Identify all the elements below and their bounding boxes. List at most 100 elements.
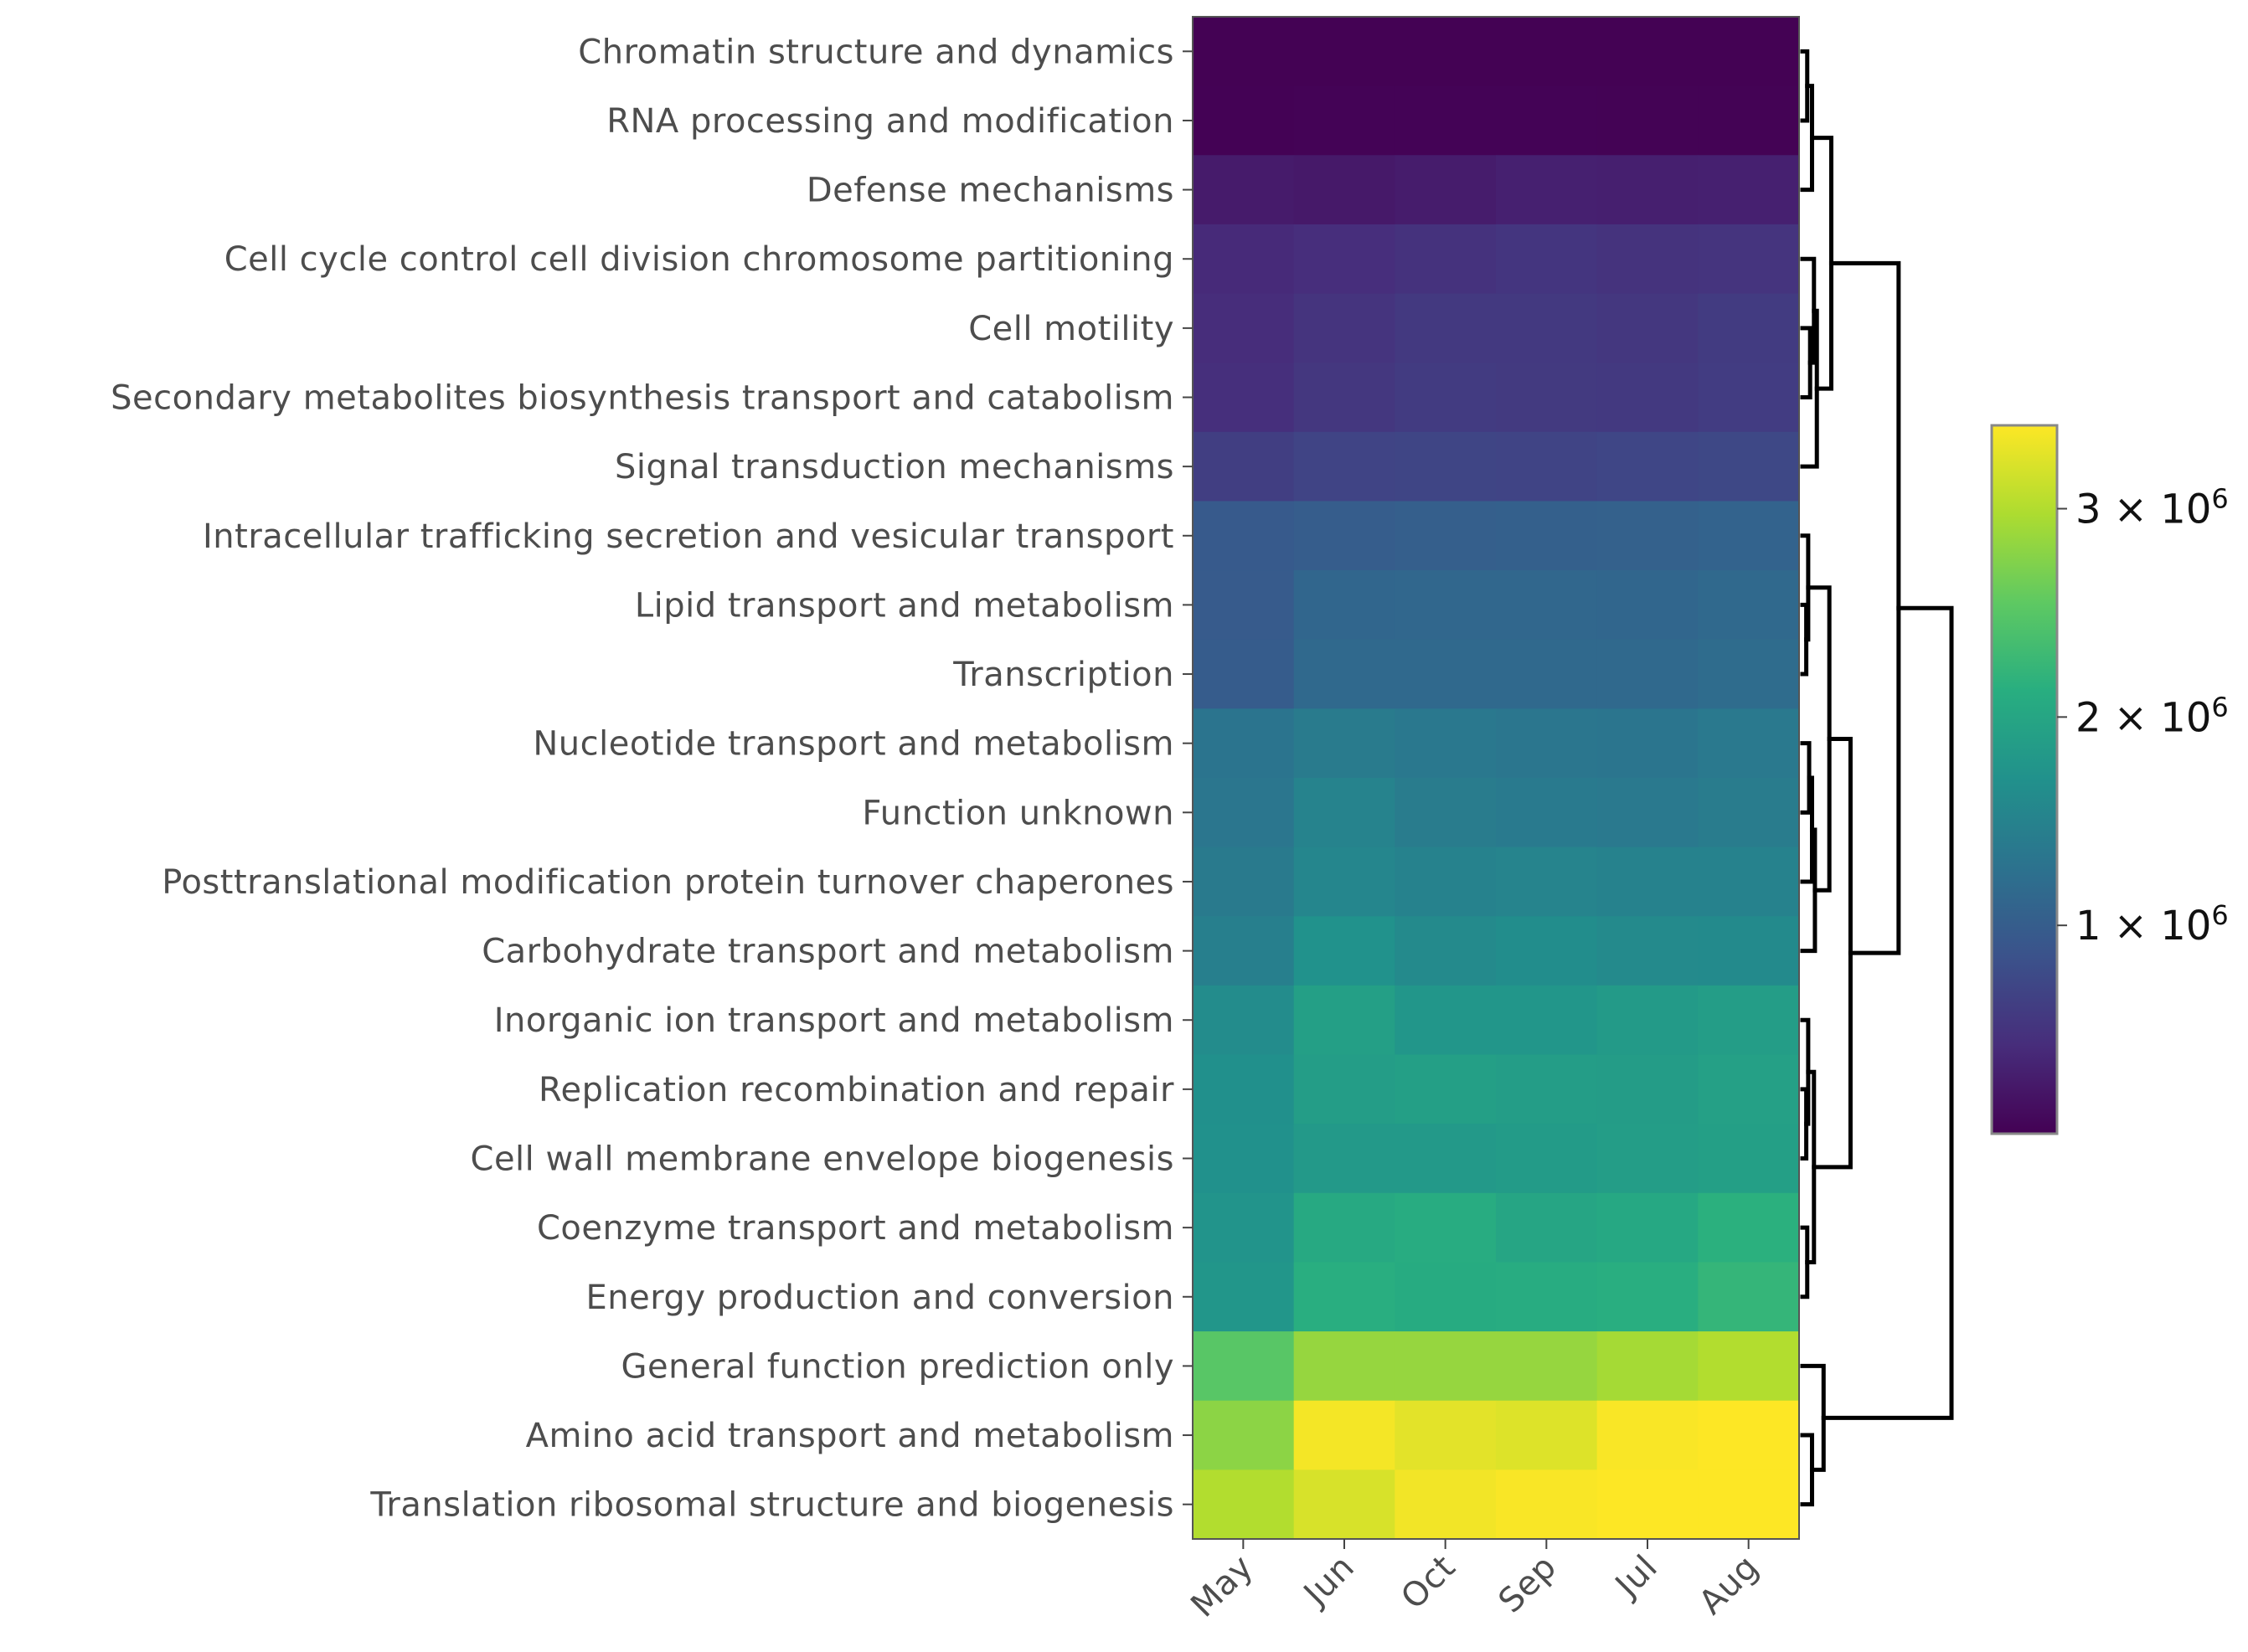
heatmap-cell	[1698, 708, 1800, 779]
heatmap-cell	[1193, 1469, 1295, 1540]
heatmap-cell	[1193, 431, 1295, 502]
heatmap-cell	[1698, 639, 1800, 709]
heatmap-cell	[1293, 708, 1395, 779]
heatmap-cell	[1496, 1331, 1598, 1402]
row-label: Posttranslational modification protein t…	[162, 863, 1174, 902]
heatmap-cell	[1698, 1054, 1800, 1124]
heatmap-cell	[1193, 1192, 1295, 1263]
column-label: May	[1183, 1548, 1261, 1625]
heatmap-cell	[1596, 1262, 1699, 1332]
heatmap-cell	[1596, 916, 1699, 986]
column-label: Aug	[1692, 1548, 1766, 1623]
heatmap-cell	[1193, 17, 1295, 87]
heatmap-cell	[1496, 708, 1598, 779]
heatmap-cell	[1293, 1124, 1395, 1194]
row-label: Translation ribosomal structure and biog…	[369, 1486, 1174, 1525]
heatmap-cell	[1395, 293, 1497, 363]
heatmap-cell	[1293, 847, 1395, 917]
heatmap-cell	[1698, 85, 1800, 156]
row-label: Defense mechanisms	[807, 172, 1174, 210]
heatmap-cell	[1698, 1331, 1800, 1402]
heatmap-cell	[1395, 431, 1497, 502]
heatmap-cell	[1193, 1331, 1295, 1402]
column-label: Jun	[1295, 1548, 1362, 1615]
heatmap-cell	[1496, 570, 1598, 641]
heatmap-cell	[1293, 570, 1395, 641]
heatmap-cell	[1293, 1331, 1395, 1402]
heatmap-cell	[1596, 17, 1699, 87]
heatmap-cell	[1193, 155, 1295, 225]
heatmap-cell	[1193, 1054, 1295, 1124]
heatmap-frame	[1192, 16, 1800, 1540]
heatmap-cell	[1193, 501, 1295, 571]
row-label: Chromatin structure and dynamics	[578, 33, 1174, 71]
colorbar-tick-label: 1 × 106	[2075, 899, 2229, 950]
heatmap-cell	[1496, 1054, 1598, 1124]
heatmap-cells	[1193, 17, 1800, 1540]
colorbar-gradient	[1990, 424, 2059, 1135]
heatmap-cell	[1596, 1054, 1699, 1124]
row-label: Secondary metabolites biosynthesis trans…	[111, 379, 1174, 418]
heatmap-cell	[1698, 1469, 1800, 1540]
column-labels: May Jun Oct Sep Jul Aug	[1183, 1539, 1766, 1625]
heatmap-cell	[1395, 985, 1497, 1056]
heatmap-cell	[1395, 1192, 1497, 1263]
heatmap-cell	[1395, 708, 1497, 779]
row-label: Transcription	[952, 656, 1174, 694]
heatmap-cell	[1596, 85, 1699, 156]
row-label: Nucleotide transport and metabolism	[533, 725, 1174, 764]
heatmap-cell	[1395, 1469, 1497, 1540]
heatmap-cell	[1496, 85, 1598, 156]
heatmap-cell	[1193, 363, 1295, 433]
heatmap-cell	[1395, 1054, 1497, 1124]
heatmap-cell	[1596, 1124, 1699, 1194]
heatmap-cell	[1395, 224, 1497, 295]
heatmap-cell	[1596, 778, 1699, 848]
dendrogram-branch	[1828, 260, 1901, 955]
heatmap-cell	[1596, 431, 1699, 502]
heatmap-cell	[1193, 916, 1295, 986]
heatmap-cell	[1496, 1469, 1598, 1540]
heatmap-cell	[1293, 1262, 1395, 1332]
heatmap-cell	[1698, 224, 1800, 295]
heatmap-cell	[1293, 293, 1395, 363]
column-label: Sep	[1492, 1548, 1565, 1621]
heatmap-cell	[1698, 501, 1800, 571]
heatmap-cell	[1193, 778, 1295, 848]
heatmap-cell	[1596, 847, 1699, 917]
heatmap-cell	[1596, 363, 1699, 433]
row-label: General function prediction only	[621, 1347, 1174, 1386]
heatmap-cell	[1395, 778, 1497, 848]
heatmap-cell	[1193, 847, 1295, 917]
heatmap-cell	[1193, 639, 1295, 709]
heatmap-cell	[1293, 85, 1395, 156]
heatmap-cell	[1496, 1262, 1598, 1332]
heatmap-cell	[1193, 708, 1295, 779]
heatmap-cell	[1293, 1400, 1395, 1470]
heatmap-cell	[1496, 778, 1598, 848]
row-label: Function unknown	[862, 794, 1174, 832]
heatmap-cell	[1293, 1192, 1395, 1263]
heatmap-cell	[1596, 1469, 1699, 1540]
heatmap-cell	[1293, 155, 1395, 225]
heatmap-cell	[1293, 1054, 1395, 1124]
row-label: Signal transduction mechanisms	[615, 448, 1174, 486]
heatmap-cell	[1293, 431, 1395, 502]
heatmap-cell	[1293, 778, 1395, 848]
heatmap-cell	[1293, 985, 1395, 1056]
heatmap-cell	[1395, 1262, 1497, 1332]
heatmap-cell	[1293, 224, 1395, 295]
heatmap-cell	[1395, 639, 1497, 709]
row-label: Coenzyme transport and metabolism	[537, 1209, 1174, 1248]
heatmap-cell	[1698, 1400, 1800, 1470]
heatmap-cell	[1698, 778, 1800, 848]
row-label: Cell wall membrane envelope biogenesis	[471, 1140, 1174, 1179]
heatmap-cell	[1395, 1124, 1497, 1194]
row-label: Replication recombination and repair	[539, 1071, 1174, 1109]
heatmap-cell	[1596, 570, 1699, 641]
colorbar-legend: 1 × 106 2 × 106 3 × 106	[1990, 424, 2229, 1135]
heatmap-cell	[1395, 847, 1497, 917]
heatmap-cell	[1496, 1400, 1598, 1470]
